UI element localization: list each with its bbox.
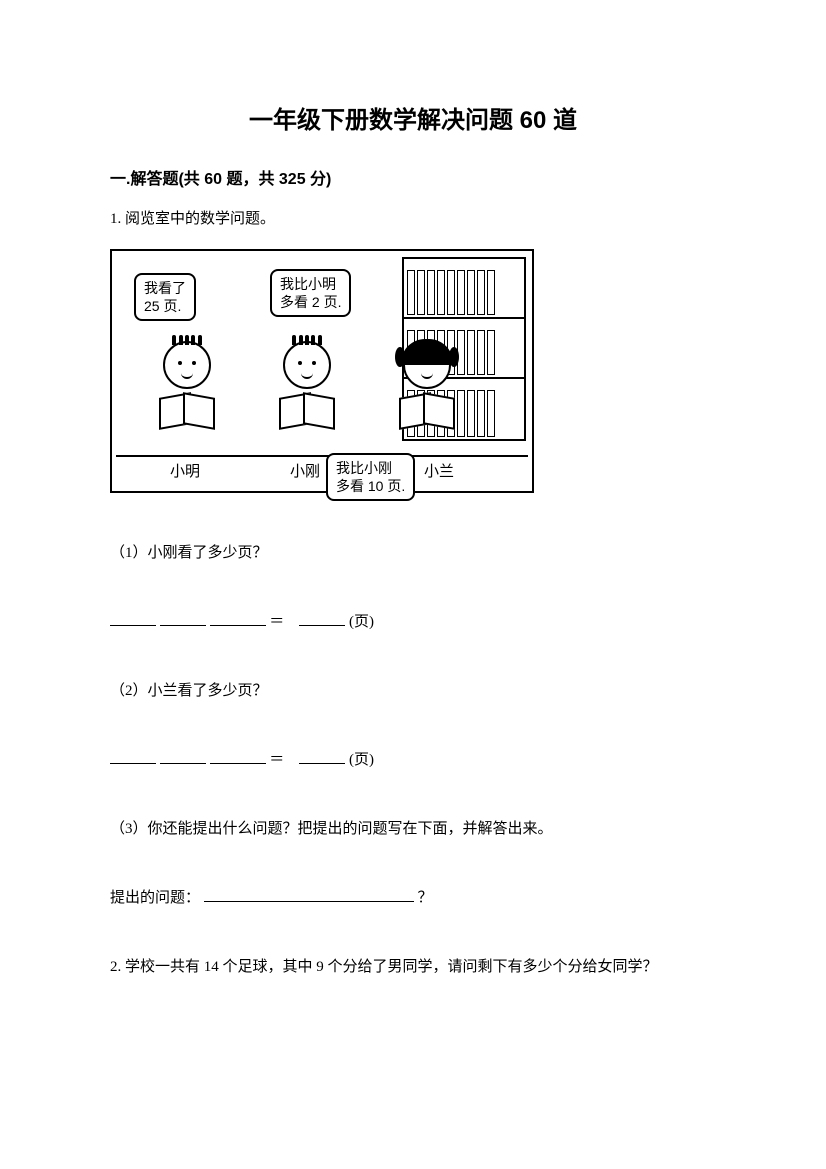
speech-lan-l2: 多看 10 页. xyxy=(336,478,405,494)
worksheet-page: 一年级下册数学解决问题 60 道 一.解答题(共 60 题，共 325 分) 1… xyxy=(0,0,826,1169)
blank[interactable] xyxy=(210,610,266,626)
table-edge xyxy=(116,455,528,457)
equals-sign: ＝ xyxy=(269,614,284,630)
speech-ming: 我看了 25 页. xyxy=(134,273,196,321)
name-ming: 小明 xyxy=(170,460,200,481)
q1-sub2-fill: ＝ (页) xyxy=(110,748,716,769)
shelf-row xyxy=(404,259,524,319)
blank[interactable] xyxy=(299,748,345,764)
unit-pages: (页) xyxy=(349,614,374,630)
blank-long[interactable] xyxy=(204,886,414,902)
blank[interactable] xyxy=(160,610,206,626)
name-gang: 小刚 xyxy=(290,460,320,481)
speech-lan: 我比小刚 多看 10 页. xyxy=(326,453,415,501)
child-lan xyxy=(382,341,472,423)
ask-mark: ？ xyxy=(418,890,433,906)
q2-stem: 2. 学校一共有 14 个足球，其中 9 个分给了男同学，请问剩下有多少个分给女… xyxy=(110,955,716,981)
speech-ming-l1: 我看了 xyxy=(144,280,186,296)
equals-sign: ＝ xyxy=(269,752,284,768)
child-gang xyxy=(262,341,352,423)
blank[interactable] xyxy=(110,610,156,626)
speech-gang-l2: 多看 2 页. xyxy=(280,294,341,310)
section-header: 一.解答题(共 60 题，共 325 分) xyxy=(110,165,716,189)
speech-gang-l1: 我比小明 xyxy=(280,276,336,292)
unit-pages: (页) xyxy=(349,752,374,768)
q1-sub3: （3）你还能提出什么问题？把提出的问题写在下面，并解答出来。 xyxy=(110,817,716,838)
blank[interactable] xyxy=(210,748,266,764)
speech-gang: 我比小明 多看 2 页. xyxy=(270,269,351,317)
speech-ming-l2: 25 页. xyxy=(144,298,181,314)
blank[interactable] xyxy=(299,610,345,626)
page-title: 一年级下册数学解决问题 60 道 xyxy=(110,100,716,135)
name-lan: 小兰 xyxy=(424,460,454,481)
blank[interactable] xyxy=(160,748,206,764)
blank[interactable] xyxy=(110,748,156,764)
q1-sub3-fill: 提出的问题： ？ xyxy=(110,886,716,907)
q1-sub2: （2）小兰看了多少页？ xyxy=(110,679,716,700)
q1-stem: 1. 阅览室中的数学问题。 xyxy=(110,207,716,231)
speech-lan-l1: 我比小刚 xyxy=(336,460,392,476)
child-ming xyxy=(142,341,232,423)
q1-sub1-fill: ＝ (页) xyxy=(110,610,716,631)
ask-label: 提出的问题： xyxy=(110,890,200,906)
q1-sub1: （1）小刚看了多少页？ xyxy=(110,541,716,562)
q1-illustration: 小明 小刚 小兰 我看了 25 页. xyxy=(110,249,534,493)
